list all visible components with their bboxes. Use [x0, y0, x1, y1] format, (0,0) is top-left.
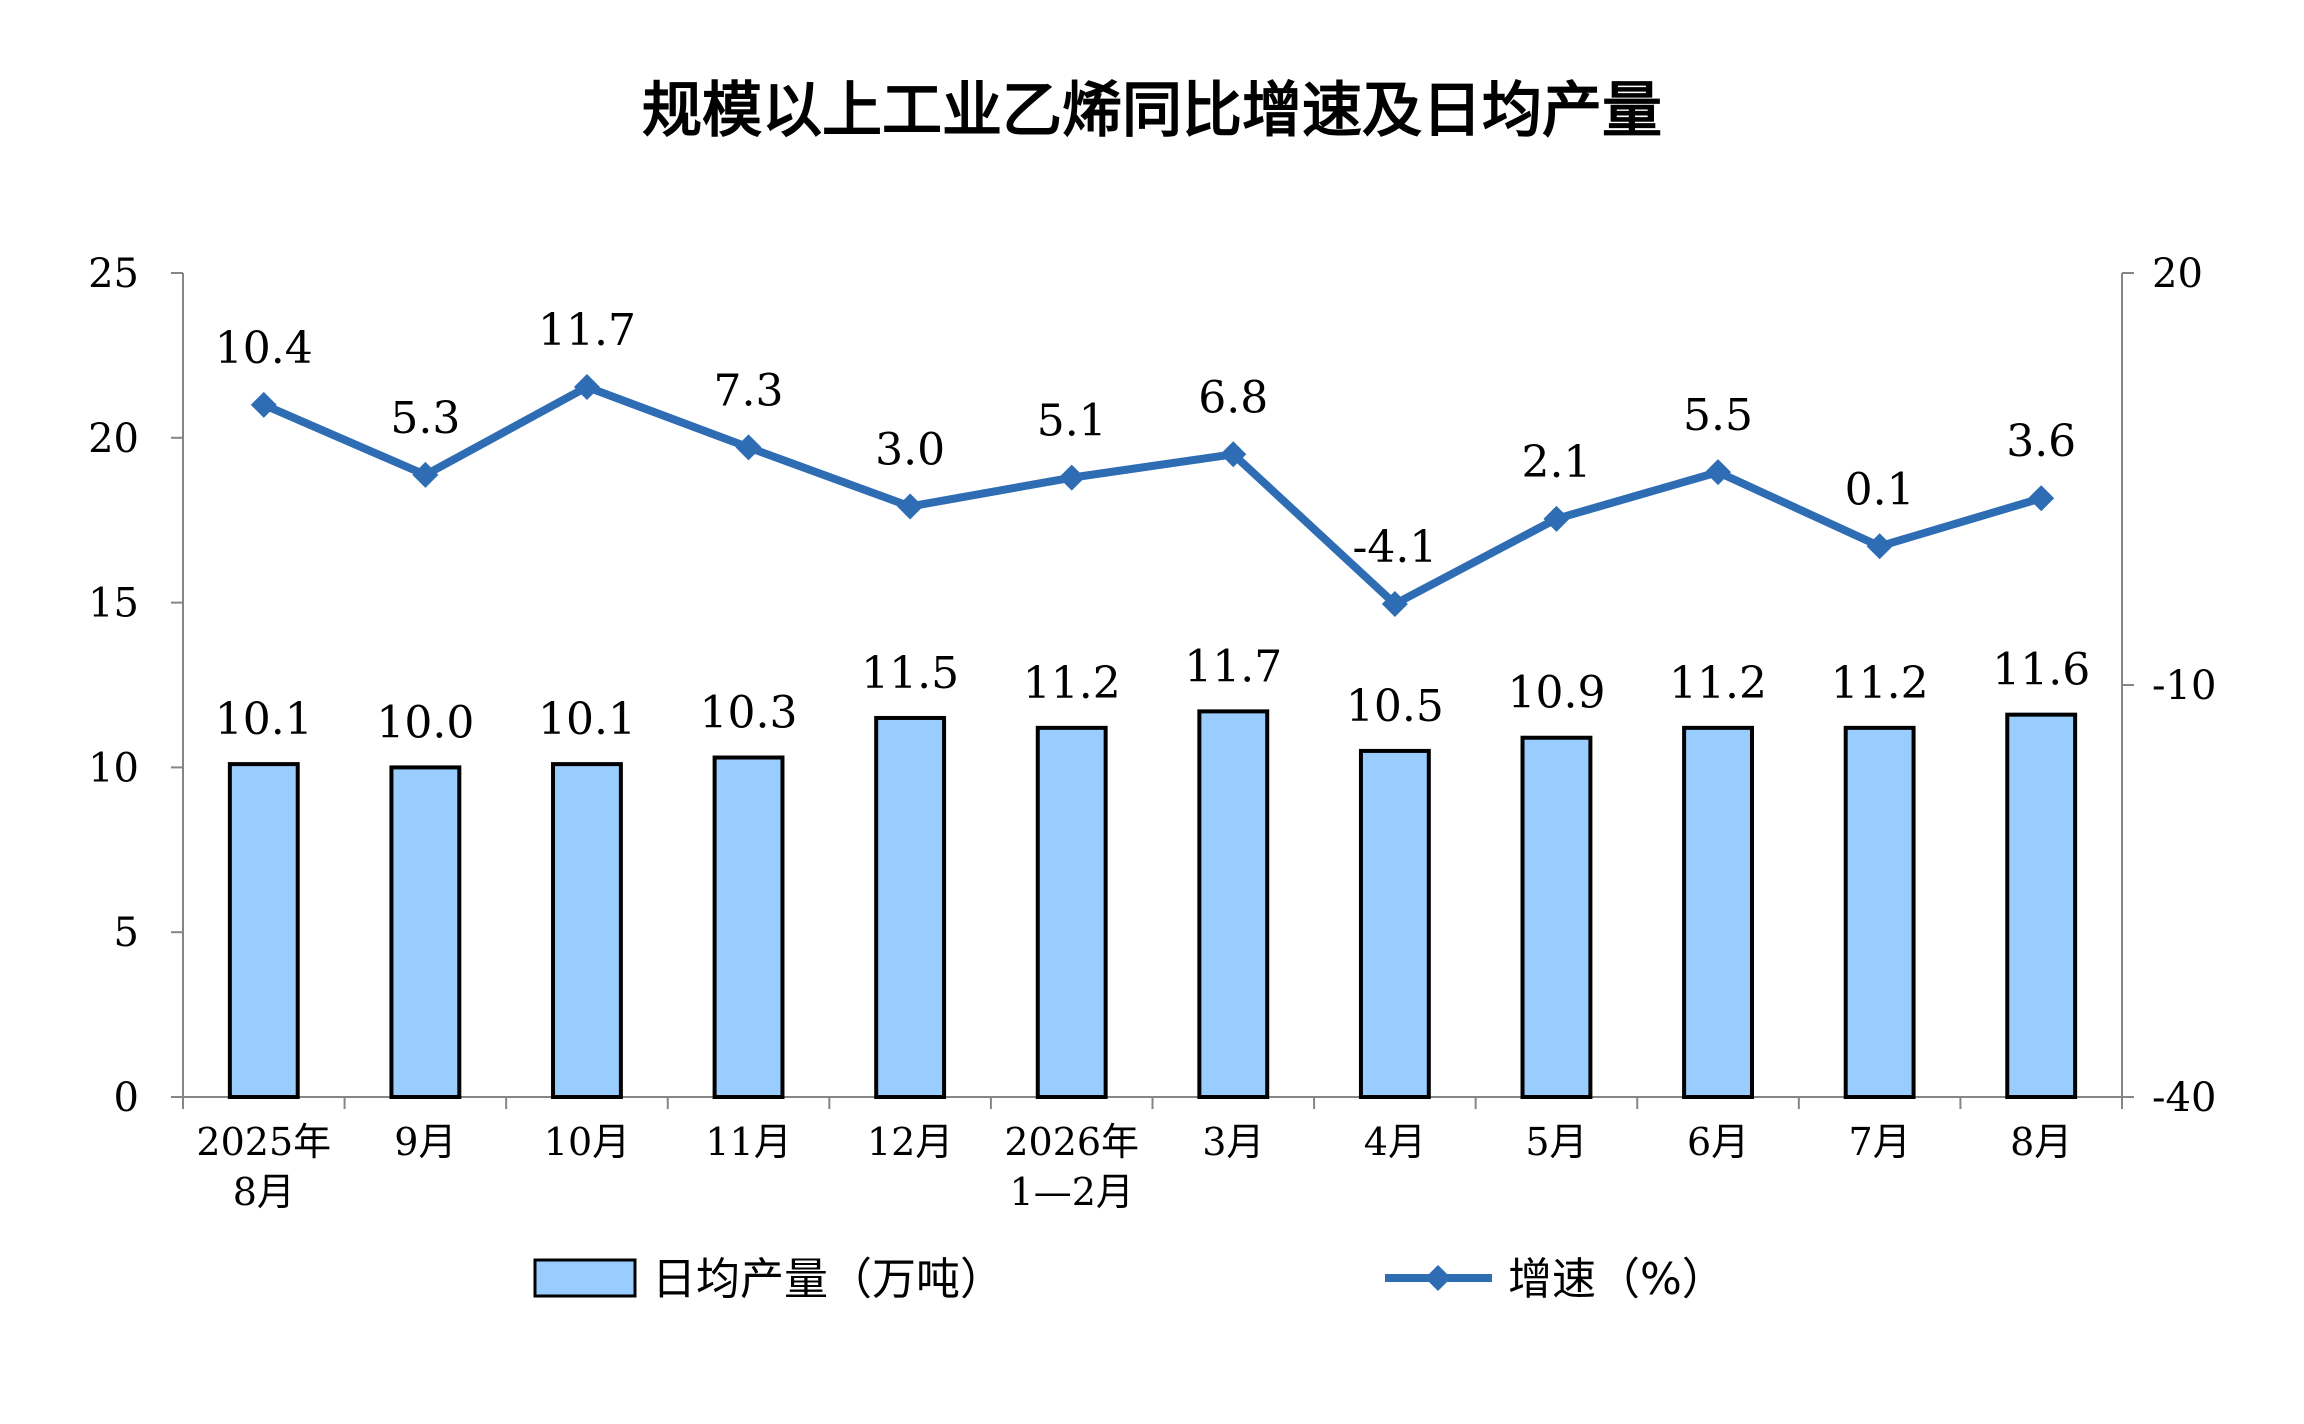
bar: [227, 762, 300, 1099]
line-point: [573, 373, 600, 400]
bar: [1843, 725, 1916, 1100]
line-data-label: 7.3: [714, 365, 784, 416]
category-label: 6月: [1687, 1120, 1749, 1164]
left-tick-label: 25: [88, 251, 139, 297]
left-tick-label: 0: [114, 1075, 139, 1121]
line-point: [2028, 485, 2055, 512]
bar: [874, 715, 947, 1100]
bar-data-label: 11.2: [1023, 658, 1121, 709]
bar: [1682, 725, 1754, 1100]
category-label: 4月: [1364, 1120, 1426, 1164]
legend-line-label: 增速（%）: [1508, 1254, 1726, 1305]
bar-data-label: 10.1: [215, 694, 313, 745]
bar-data-label: 10.3: [700, 688, 798, 739]
bar-data-label: 10.5: [1346, 681, 1444, 732]
bar-data-label: 10.1: [538, 694, 636, 745]
line-point: [735, 434, 762, 461]
line-data-label: -4.1: [1352, 522, 1437, 573]
category-label: 7月: [1849, 1120, 1911, 1164]
right-tick-label: 20: [2152, 251, 2203, 297]
axes: 0 5 10 15 20 25 -40 -10 20: [88, 251, 2216, 1121]
line-data-label: 3.6: [2006, 416, 2076, 467]
category-label: 1—2月: [1010, 1170, 1134, 1214]
line-point: [897, 493, 924, 520]
bar: [1358, 748, 1431, 1099]
line-data-label: 5.1: [1037, 396, 1107, 447]
bar-data-label: 10.9: [1507, 668, 1605, 719]
category-label: 8月: [233, 1170, 295, 1214]
line-data-label: 11.7: [538, 305, 636, 356]
category-label: 3月: [1202, 1120, 1264, 1164]
line-point: [1220, 441, 1247, 468]
line-layer: [250, 373, 2055, 617]
bar: [389, 765, 462, 1100]
bar-data-label: 11.7: [1184, 641, 1282, 692]
category-label: 2026年: [1004, 1120, 1139, 1164]
line-data-label: 3.0: [875, 424, 945, 475]
bar: [1197, 709, 1270, 1099]
left-tick-label: 10: [88, 745, 139, 791]
legend-bar-swatch: [533, 1258, 637, 1298]
bar: [551, 762, 623, 1099]
category-label: 11月: [705, 1120, 791, 1164]
left-tick-label: 5: [114, 910, 139, 956]
line-data-label: 0.1: [1845, 464, 1915, 515]
category-label: 8月: [2010, 1120, 2072, 1164]
bar: [1520, 735, 1593, 1100]
line-data-label: 5.5: [1683, 390, 1753, 441]
line-data-label: 6.8: [1198, 372, 1268, 423]
line-point: [250, 391, 277, 418]
line-point: [1058, 464, 1085, 491]
category-label: 2025年: [196, 1120, 331, 1164]
legend-line-marker: [1425, 1265, 1451, 1291]
right-tick-label: -40: [2152, 1075, 2216, 1121]
category-label: 12月: [867, 1120, 953, 1164]
line-data-label: 10.4: [215, 323, 313, 374]
labels-layer: 10.1 10.0 10.1 10.3 11.5 11.2 11.7 10.5 10.9 11.2…: [215, 305, 2090, 748]
category-label: 10月: [544, 1120, 630, 1164]
bar: [2005, 712, 2078, 1099]
line-data-label: 2.1: [1521, 437, 1591, 488]
chart-title: 规模以上工业乙烯同比增速及日均产量: [642, 76, 1662, 146]
right-tick-label: -10: [2152, 663, 2216, 709]
growth-line: [262, 382, 2043, 608]
category-label: 5月: [1525, 1120, 1587, 1164]
bar: [1035, 725, 1108, 1100]
line-data-label: 5.3: [390, 393, 460, 444]
legend: 日均产量（万吨） 增速（%）: [533, 1254, 1726, 1305]
line-point: [1381, 590, 1408, 617]
bar-data-label: 11.5: [861, 648, 959, 699]
line-point: [412, 461, 439, 488]
bar: [712, 755, 785, 1100]
left-tick-label: 15: [88, 581, 139, 627]
bar-data-label: 10.0: [376, 697, 474, 748]
bars-layer: [227, 709, 2078, 1100]
line-point: [1866, 533, 1893, 560]
bar-data-label: 11.2: [1669, 658, 1767, 709]
bar-data-label: 11.6: [1992, 645, 2090, 696]
category-labels: 2025年 8月 9月 10月 11月 12月 2026年 1—2月 3月 4月 5月 6月 7月 8月: [196, 1120, 2072, 1214]
bar-data-label: 11.2: [1831, 658, 1929, 709]
category-label: 9月: [394, 1120, 456, 1164]
line-point: [1543, 505, 1570, 532]
legend-bar-label: 日均产量（万吨）: [652, 1254, 1004, 1305]
line-point: [1705, 459, 1732, 486]
left-tick-label: 20: [88, 416, 139, 462]
